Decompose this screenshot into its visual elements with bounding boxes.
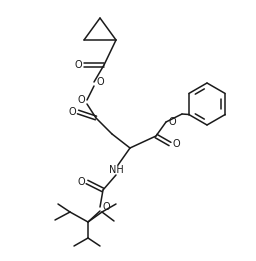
- Text: O: O: [77, 95, 85, 105]
- Text: O: O: [168, 117, 176, 127]
- Text: O: O: [74, 60, 82, 70]
- Text: O: O: [102, 202, 110, 212]
- Text: NH: NH: [109, 165, 123, 175]
- Text: O: O: [68, 107, 76, 117]
- Text: O: O: [172, 139, 180, 149]
- Text: O: O: [96, 77, 104, 87]
- Text: O: O: [77, 177, 85, 187]
